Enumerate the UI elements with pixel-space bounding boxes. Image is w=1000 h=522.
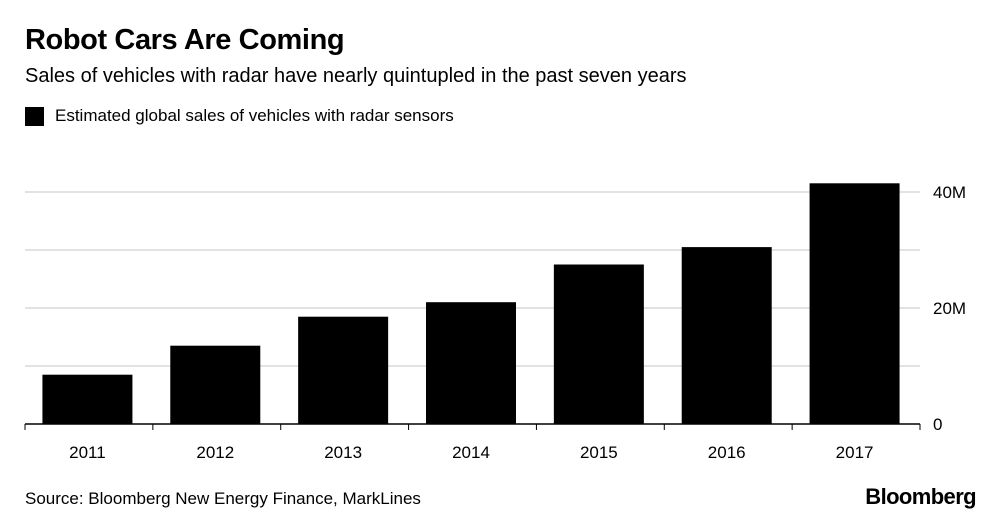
bar <box>298 316 389 424</box>
x-tick-label: 2012 <box>196 443 234 462</box>
bloomberg-logo: Bloomberg <box>865 484 976 509</box>
bar <box>681 247 772 424</box>
y-tick-label: 20M <box>933 299 966 318</box>
legend-label: Estimated global sales of vehicles with … <box>55 106 454 125</box>
legend-swatch <box>25 106 44 126</box>
bar <box>170 345 261 424</box>
x-tick-label: 2015 <box>580 443 618 462</box>
bar <box>426 302 516 424</box>
x-tick-label: 2017 <box>836 443 874 462</box>
x-tick-label: 2016 <box>708 443 746 462</box>
x-tick-label: 2011 <box>69 443 106 462</box>
x-tick-label: 2013 <box>324 443 362 462</box>
y-tick-label: 0 <box>933 415 942 434</box>
y-tick-label: 40M <box>933 183 966 202</box>
legend: Estimated global sales of vehicles with … <box>25 106 454 126</box>
bar <box>553 264 644 424</box>
bar <box>42 374 133 424</box>
x-tick-label: 2014 <box>452 443 490 462</box>
bar <box>809 183 900 424</box>
chart-subtitle: Sales of vehicles with radar have nearly… <box>25 65 687 87</box>
chart-title: Robot Cars Are Coming <box>25 24 345 56</box>
source-note: Source: Bloomberg New Energy Finance, Ma… <box>25 489 421 508</box>
